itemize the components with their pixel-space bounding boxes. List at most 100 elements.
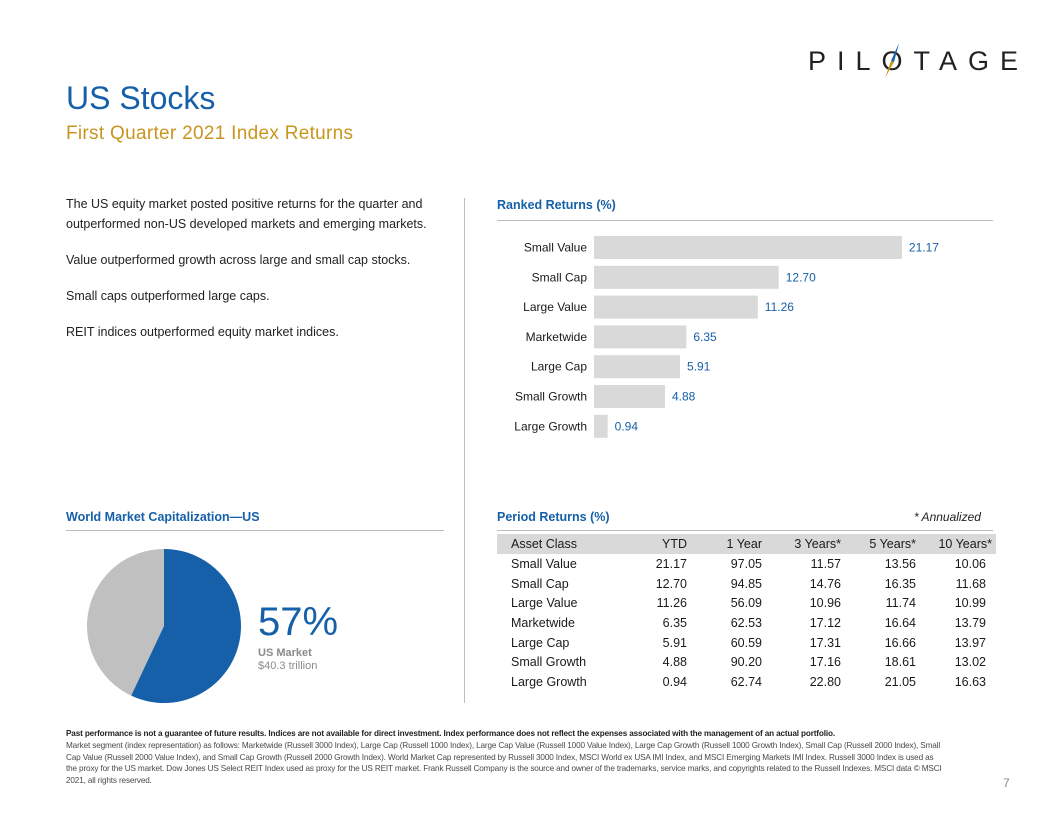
return-cell: 16.66 [884,635,916,650]
bar [594,325,687,349]
us-market-label: US Market [258,647,312,659]
page-subtitle: First Quarter 2021 Index Returns [66,123,354,144]
asset-class-cell: Small Value [511,556,577,571]
return-cell: 16.35 [884,576,916,591]
return-cell: 13.02 [954,655,986,670]
asset-class-cell: Large Growth [511,674,587,689]
return-cell: 94.85 [730,576,762,591]
period-returns-title: Period Returns (%) [497,510,610,524]
return-cell: 21.17 [655,556,687,571]
us-market-value: $40.3 trillion [258,660,318,672]
return-cell: 10.96 [809,596,841,611]
return-cell: 17.16 [809,655,841,670]
asset-class-cell: Large Value [511,596,578,611]
table-row: Small Growth 4.88 90.20 17.16 18.61 13.02 [497,652,996,672]
vertical-divider [464,198,465,703]
return-cell: 22.80 [809,674,841,689]
page-title: US Stocks [66,80,216,116]
value-label: 6.35 [693,330,717,344]
period-returns-rule [497,530,993,531]
return-cell: 17.31 [809,635,841,650]
return-cell: 5.91 [662,635,687,650]
us-market-percent: 57% [258,600,339,644]
value-label: 4.88 [672,390,696,404]
table-row: Large Growth 0.94 62.74 22.80 21.05 16.63 [497,672,996,692]
return-cell: 56.09 [730,596,762,611]
value-label: 5.91 [687,360,711,374]
table-row: Small Value 21.17 97.05 11.57 13.56 10.06 [497,554,996,574]
annualized-note: * Annualized [914,510,981,524]
world-market-cap-rule [66,530,444,531]
return-cell: 97.05 [730,556,762,571]
return-cell: 17.12 [809,615,841,630]
return-cell: 21.05 [884,674,916,689]
return-cell: 11.68 [955,576,986,591]
return-cell: 12.70 [655,576,687,591]
table-header-row: Asset Class YTD 1 Year 3 Years* 5 Years*… [497,534,996,554]
ranked-returns-title: Ranked Returns (%) [497,198,616,212]
bar [594,355,680,379]
value-label: 0.94 [615,419,639,433]
compass-needle-icon [884,43,899,78]
ranked-returns-chart: Small Value 21.17 Small Cap 12.70 Large Valu… [514,236,939,438]
bar [594,295,758,319]
return-cell: 18.61 [884,655,916,670]
ranked-returns-rule [497,220,993,221]
summary-paragraph: Small caps outperformed large caps. [66,289,270,303]
category-label: Marketwide [526,330,588,344]
pie-slice-us-market [131,549,241,703]
return-cell: 11.26 [656,596,687,611]
logo-o: O [882,43,914,78]
return-cell: 11.57 [810,556,841,571]
category-label: Small Cap [532,270,588,284]
page-number: 7 [1003,776,1010,790]
world-market-cap-title: World Market Capitalization—US [66,510,260,524]
disclaimer-bold: Past performance is not a guarantee of f… [66,729,835,738]
return-cell: 10.99 [954,596,986,611]
value-label: 21.17 [909,241,939,255]
summary-paragraph: REIT indices outperformed equity market … [66,325,339,339]
column-header: 1 Year [687,534,762,554]
pilotage-logo: PILO TAGE [808,43,1030,78]
table-row: Large Cap 5.91 60.59 17.31 16.66 13.97 [497,633,996,653]
return-cell: 62.53 [730,615,762,630]
return-cell: 11.74 [885,596,916,611]
return-cell: 13.56 [884,556,916,571]
column-header: YTD [621,534,687,554]
value-label: 11.26 [765,300,794,314]
return-cell: 6.35 [662,615,687,630]
category-label: Small Growth [515,390,587,404]
category-label: Large Cap [531,360,587,374]
asset-class-cell: Marketwide [511,615,575,630]
pie-slice-rest-of-world [86,549,164,696]
return-cell: 0.94 [662,674,687,689]
market-cap-pie-chart [86,549,241,703]
bar [594,414,608,438]
asset-class-cell: Small Cap [511,576,569,591]
return-cell: 90.20 [730,655,762,670]
category-label: Large Value [523,300,587,314]
return-cell: 16.64 [884,615,916,630]
category-label: Large Growth [514,419,587,433]
logo-text-start: PIL [808,46,882,76]
return-cell: 13.79 [954,615,986,630]
asset-class-cell: Large Cap [511,635,570,650]
summary-paragraph: Value outperformed growth across large a… [66,253,411,267]
return-cell: 14.76 [809,576,841,591]
period-returns-table: Asset Class YTD 1 Year 3 Years* 5 Years*… [497,534,996,692]
table-row: Small Cap 12.70 94.85 14.76 16.35 11.68 [497,574,996,594]
column-header: 3 Years* [762,534,841,554]
column-header: 5 Years* [841,534,916,554]
table-row: Marketwide 6.35 62.53 17.12 16.64 13.79 [497,613,996,633]
return-cell: 4.88 [662,655,687,670]
bar [594,265,779,289]
disclaimer-text: Market segment (index representation) as… [66,740,942,786]
return-cell: 62.74 [730,674,762,689]
return-cell: 13.97 [954,635,986,650]
logo-text-end: TAGE [913,46,1030,76]
summary-text: The US equity market posted positive ret… [66,194,436,358]
return-cell: 16.63 [954,674,986,689]
disclaimer: Past performance is not a guarantee of f… [66,728,946,787]
value-label: 12.70 [786,270,816,284]
bar [594,236,902,259]
